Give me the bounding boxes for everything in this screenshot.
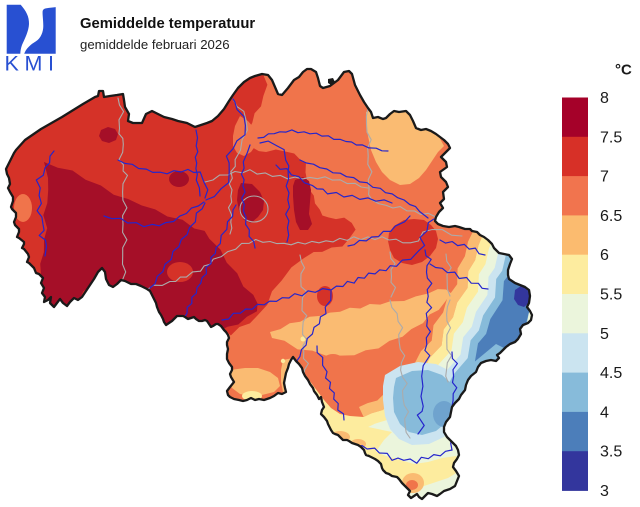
svg-text:5.5: 5.5	[600, 287, 622, 304]
svg-text:Gemiddelde temperatuur: Gemiddelde temperatuur	[80, 16, 255, 32]
svg-text:7.5: 7.5	[600, 129, 622, 146]
svg-text:3: 3	[600, 483, 609, 500]
svg-text:°C: °C	[615, 62, 632, 79]
svg-text:KMI: KMI	[5, 52, 60, 76]
svg-text:6.5: 6.5	[600, 208, 622, 225]
svg-text:gemiddelde februari 2026: gemiddelde februari 2026	[80, 37, 230, 52]
svg-text:6: 6	[600, 247, 609, 264]
svg-text:8: 8	[600, 90, 609, 107]
svg-text:4.5: 4.5	[600, 365, 622, 382]
svg-text:4: 4	[600, 404, 609, 421]
svg-text:3.5: 3.5	[600, 444, 622, 461]
svg-text:7: 7	[600, 169, 609, 186]
svg-text:5: 5	[600, 326, 609, 343]
